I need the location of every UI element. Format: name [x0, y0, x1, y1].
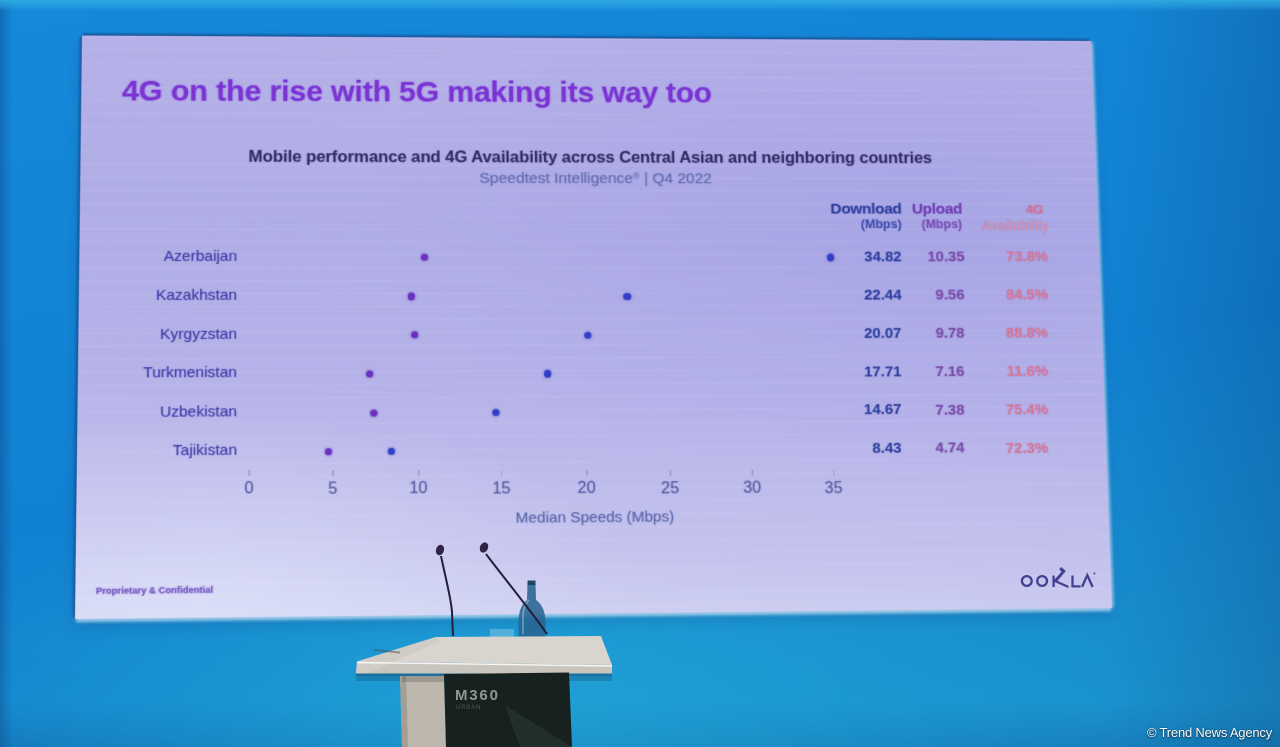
svg-text:URBAN: URBAN — [456, 705, 481, 711]
svg-text:M360: M360 — [455, 687, 500, 704]
